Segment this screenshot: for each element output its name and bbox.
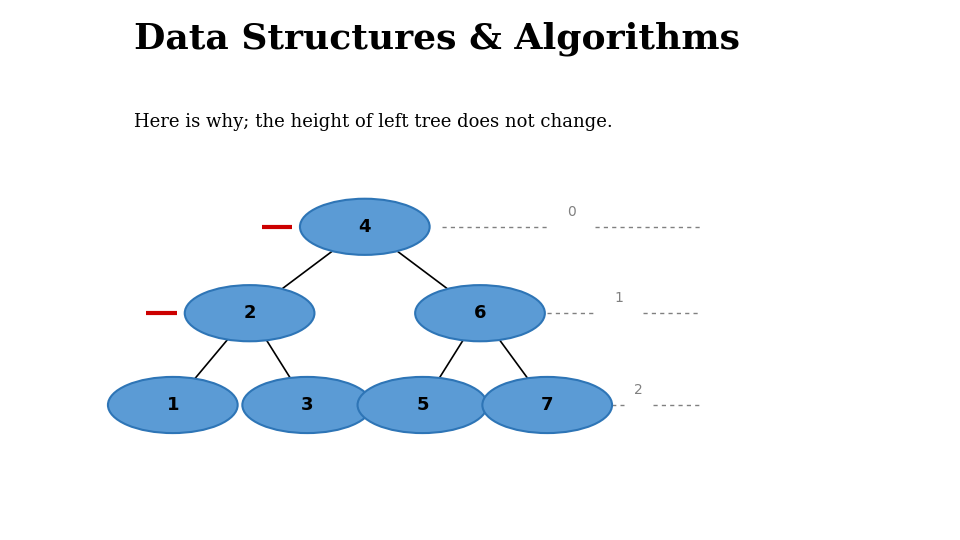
Text: Here is why; the height of left tree does not change.: Here is why; the height of left tree doe… bbox=[134, 113, 613, 131]
Ellipse shape bbox=[108, 377, 238, 433]
Text: 2: 2 bbox=[243, 304, 256, 322]
Text: 2: 2 bbox=[634, 383, 643, 397]
Text: 1: 1 bbox=[614, 291, 624, 305]
Ellipse shape bbox=[242, 377, 372, 433]
Text: 5: 5 bbox=[416, 396, 429, 414]
Text: 3: 3 bbox=[300, 396, 314, 414]
Ellipse shape bbox=[482, 377, 612, 433]
Text: 0: 0 bbox=[566, 205, 576, 219]
Ellipse shape bbox=[415, 285, 545, 341]
Ellipse shape bbox=[357, 377, 488, 433]
Ellipse shape bbox=[300, 199, 430, 255]
Ellipse shape bbox=[184, 285, 315, 341]
Text: 1: 1 bbox=[166, 396, 180, 414]
Text: Data Structures & Algorithms: Data Structures & Algorithms bbox=[134, 22, 740, 56]
Text: 6: 6 bbox=[473, 304, 487, 322]
Text: 7: 7 bbox=[540, 396, 554, 414]
Text: 4: 4 bbox=[358, 218, 372, 236]
